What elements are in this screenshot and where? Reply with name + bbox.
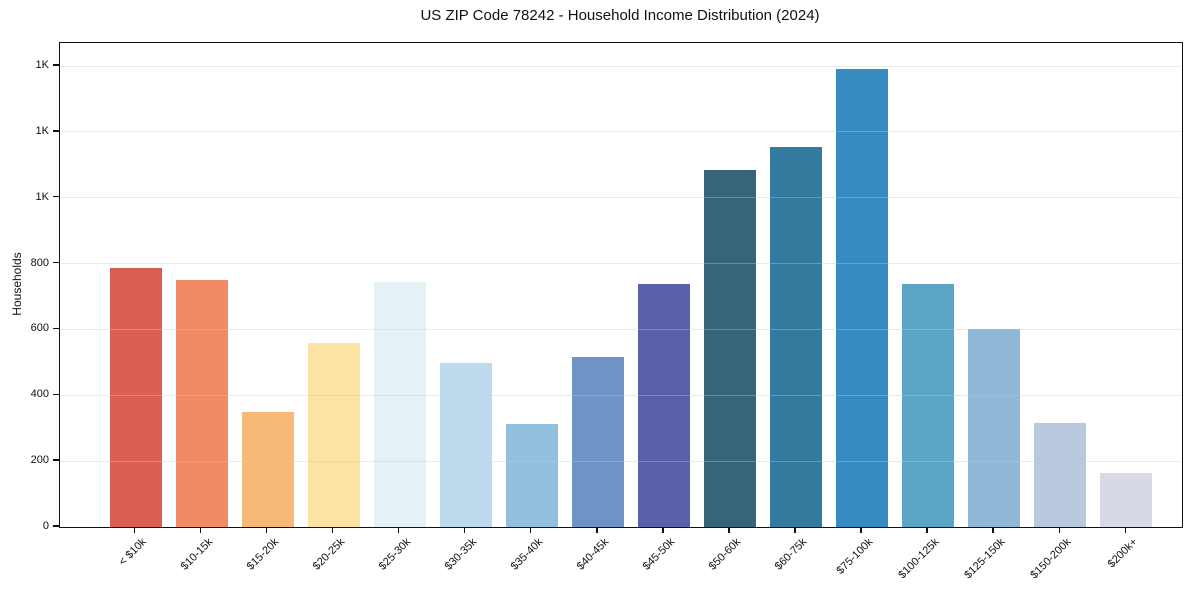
gridline (60, 394, 1182, 396)
gridline (60, 65, 1182, 67)
y-tick-mark (53, 459, 59, 461)
bar (1100, 473, 1153, 527)
x-tick-label: $125-150k (962, 536, 1008, 582)
bar (505, 424, 558, 527)
bar (241, 412, 294, 527)
x-tick-label: $100-125k (896, 536, 942, 582)
chart-title: US ZIP Code 78242 - Household Income Dis… (420, 7, 820, 24)
x-tick-mark (331, 527, 334, 533)
x-tick-mark (596, 527, 598, 533)
x-tick-mark (1124, 527, 1126, 533)
gridline (60, 460, 1182, 462)
bar (637, 283, 690, 527)
y-tick-mark (53, 327, 59, 330)
x-tick-mark (728, 527, 730, 533)
bar (307, 343, 360, 527)
bar (373, 281, 426, 527)
x-tick-label: $20-25k (310, 536, 348, 573)
gridline (60, 328, 1182, 330)
x-tick-label: $25-30k (376, 536, 414, 573)
bar (571, 357, 624, 527)
bar (836, 69, 889, 527)
y-tick-mark (53, 261, 59, 264)
y-tick-label: 1K (35, 190, 49, 203)
bar (1034, 423, 1087, 527)
bar (109, 267, 162, 527)
gridline (60, 197, 1182, 199)
x-tick-label: $35-40k (508, 536, 546, 573)
x-tick-label: $30-35k (442, 536, 480, 573)
bar (703, 169, 756, 527)
x-tick-label: $40-45k (574, 536, 612, 573)
plot-area (59, 42, 1183, 528)
x-tick-label: $150-200k (1028, 536, 1074, 582)
x-tick-mark (398, 527, 400, 533)
y-tick-label: 400 (30, 388, 49, 401)
x-tick-mark (926, 527, 928, 533)
gridline (60, 131, 1182, 133)
x-tick-mark (992, 527, 994, 533)
x-tick-label: $10-15k (178, 536, 216, 573)
x-tick-mark (1058, 527, 1060, 533)
x-tick-mark (860, 527, 862, 533)
x-tick-mark (464, 527, 466, 533)
x-tick-label: $15-20k (244, 536, 282, 573)
x-tick-label: $50-60k (706, 536, 744, 573)
x-tick-label: $75-100k (834, 536, 876, 577)
x-tick-mark (662, 527, 664, 533)
x-tick-mark (133, 527, 136, 533)
bar (175, 279, 228, 527)
y-tick-label: 1K (35, 124, 49, 137)
x-tick-mark (530, 527, 532, 533)
y-tick-label: 600 (30, 322, 49, 335)
y-tick-mark (53, 393, 59, 395)
bar (770, 146, 822, 527)
y-tick-label: 200 (30, 454, 49, 467)
x-tick-mark (794, 527, 796, 533)
x-tick-label: < $10k (116, 536, 149, 569)
y-tick-label: 800 (30, 256, 49, 269)
y-tick-label: 0 (42, 520, 49, 532)
bar (968, 329, 1021, 527)
x-tick-label: $60-75k (772, 536, 810, 573)
y-tick-label: 1K (35, 59, 49, 72)
gridline (60, 263, 1182, 265)
y-tick-mark (53, 525, 59, 527)
y-tick-mark (53, 64, 59, 66)
y-tick-mark (53, 130, 59, 132)
y-tick-mark (53, 196, 59, 198)
bar (439, 363, 492, 527)
x-tick-mark (265, 527, 268, 533)
x-tick-label: $45-50k (640, 536, 678, 573)
x-tick-label: $200k+ (1105, 536, 1140, 571)
bar (902, 283, 955, 527)
x-tick-mark (199, 527, 202, 533)
